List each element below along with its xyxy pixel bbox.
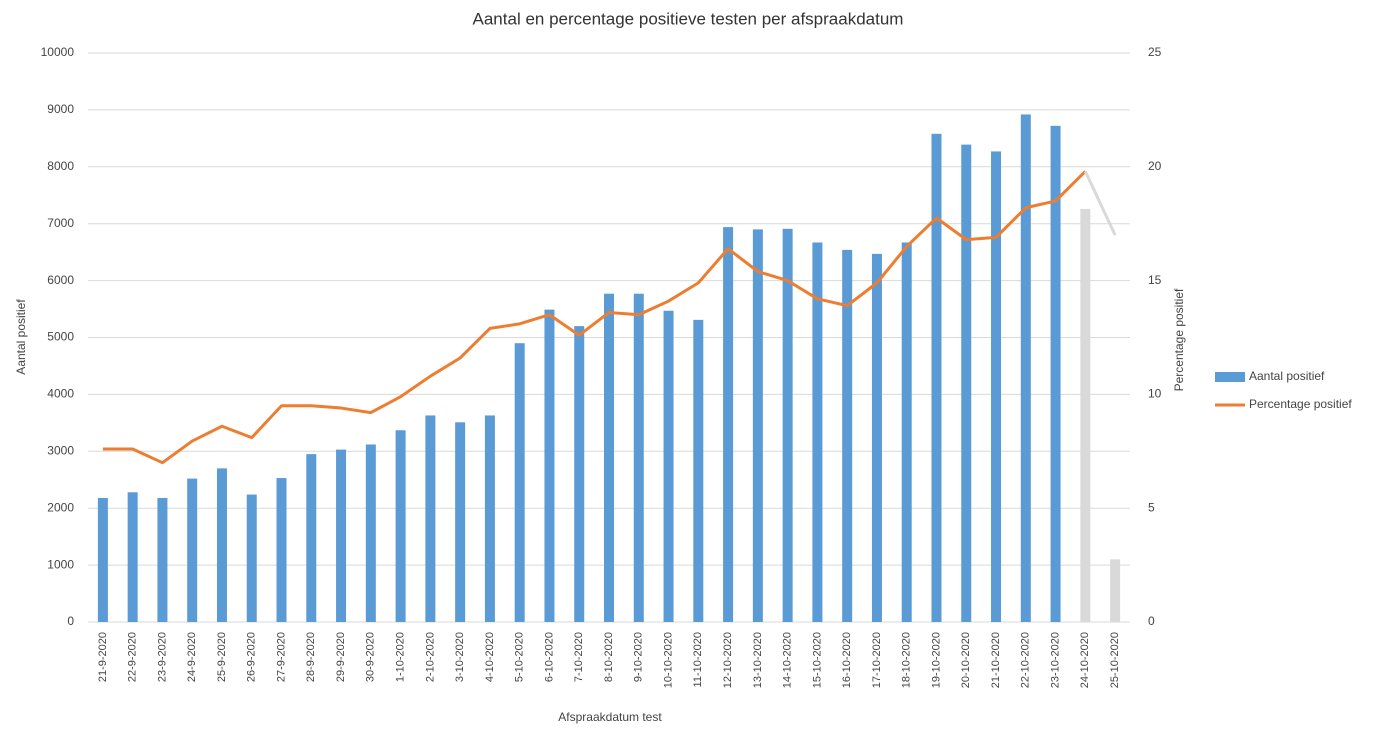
- x-tick-label: 8-10-2020: [603, 632, 615, 682]
- bar: [514, 343, 525, 622]
- x-tick-label: 30-9-2020: [365, 632, 377, 682]
- x-tick-label: 14-10-2020: [782, 632, 794, 688]
- x-tick-label: 4-10-2020: [484, 632, 496, 682]
- bar: [455, 422, 466, 622]
- y2-tick-label: 10: [1148, 387, 1162, 401]
- y-tick-label: 7000: [47, 216, 74, 230]
- legend-swatch: [1215, 372, 1245, 382]
- x-tick-label: 22-10-2020: [1020, 632, 1032, 688]
- x-tick-label: 11-10-2020: [692, 632, 704, 687]
- legend-label: Aantal positief: [1249, 369, 1325, 383]
- bar: [842, 249, 853, 622]
- y-tick-label: 8000: [47, 159, 74, 173]
- y-tick-label: 3000: [47, 443, 74, 457]
- line: [102, 170, 1087, 465]
- x-tick-label: 12-10-2020: [722, 632, 734, 688]
- y2-tick-label: 5: [1148, 500, 1155, 514]
- x-tick-label: 20-10-2020: [960, 632, 972, 688]
- x-tick-label: 17-10-2020: [871, 632, 883, 688]
- y-tick-label: 6000: [47, 273, 74, 287]
- x-tick-label: 15-10-2020: [811, 632, 823, 688]
- x-tick-label: 18-10-2020: [901, 632, 913, 688]
- y-tick-label: 2000: [47, 500, 74, 514]
- y2-axis-label: Percentage positief: [1172, 288, 1186, 391]
- x-tick-label: 28-9-2020: [305, 632, 317, 682]
- x-axis-label: Afspraakdatum test: [558, 710, 662, 724]
- bar: [752, 229, 763, 622]
- x-tick-label: 29-9-2020: [335, 632, 347, 682]
- line: [1083, 170, 1117, 236]
- bar: [693, 319, 704, 622]
- x-tick-label: 9-10-2020: [633, 632, 645, 682]
- y2-tick-label: 20: [1148, 159, 1162, 173]
- y-tick-label: 9000: [47, 102, 74, 116]
- bar: [633, 293, 644, 622]
- x-tick-label: 1-10-2020: [395, 632, 407, 682]
- bar: [425, 415, 436, 622]
- x-tick-label: 19-10-2020: [930, 632, 942, 688]
- x-tick-label: 25-10-2020: [1109, 632, 1121, 688]
- bar: [276, 478, 287, 622]
- bar: [723, 227, 734, 622]
- chart-title: Aantal en percentage positieve testen pe…: [473, 9, 904, 28]
- y-tick-label: 5000: [47, 330, 74, 344]
- bar: [663, 310, 674, 622]
- x-tick-label: 23-9-2020: [156, 632, 168, 682]
- bar: [484, 415, 495, 622]
- bar: [157, 497, 168, 622]
- bar: [216, 468, 227, 622]
- y2-tick-label: 0: [1148, 614, 1155, 628]
- legend-label: Percentage positief: [1249, 397, 1352, 411]
- bar: [544, 309, 555, 622]
- bar: [395, 430, 406, 622]
- bar: [901, 242, 912, 623]
- x-tick-label: 16-10-2020: [841, 632, 853, 688]
- x-tick-label: 7-10-2020: [573, 632, 585, 682]
- x-tick-label: 6-10-2020: [543, 632, 555, 682]
- y2-tick-label: 15: [1148, 273, 1162, 287]
- bar: [187, 478, 198, 622]
- bar: [574, 326, 585, 622]
- x-tick-label: 2-10-2020: [424, 632, 436, 682]
- bar: [604, 293, 614, 622]
- bar: [246, 494, 257, 622]
- y-tick-label: 0: [67, 614, 74, 628]
- x-tick-label: 22-9-2020: [127, 632, 139, 682]
- x-tick-label: 21-10-2020: [990, 632, 1002, 688]
- bar: [97, 497, 108, 622]
- bar: [961, 144, 972, 622]
- bar: [1080, 208, 1091, 622]
- x-tick-label: 21-9-2020: [97, 632, 109, 682]
- x-tick-label: 24-9-2020: [186, 632, 198, 682]
- y2-tick-label: 25: [1148, 45, 1162, 59]
- y-tick-label: 4000: [47, 387, 74, 401]
- bar: [127, 492, 138, 622]
- x-tick-label: 25-9-2020: [216, 632, 228, 682]
- bar: [931, 133, 942, 622]
- y-tick-label: 10000: [41, 45, 75, 59]
- y-tick-label: 1000: [47, 557, 74, 571]
- x-tick-label: 13-10-2020: [752, 632, 764, 688]
- bar: [306, 454, 317, 622]
- x-tick-label: 3-10-2020: [454, 632, 466, 682]
- bar: [991, 151, 1002, 622]
- bar: [1110, 559, 1121, 622]
- y-axis-label: Aantal positief: [14, 299, 28, 375]
- x-tick-label: 23-10-2020: [1049, 632, 1061, 688]
- bar: [365, 444, 376, 622]
- x-tick-label: 10-10-2020: [662, 632, 674, 688]
- x-tick-label: 24-10-2020: [1079, 632, 1091, 688]
- bar: [812, 242, 823, 623]
- bar: [782, 228, 793, 623]
- x-tick-label: 26-9-2020: [246, 632, 258, 682]
- x-tick-label: 5-10-2020: [514, 632, 526, 682]
- x-tick-label: 27-9-2020: [275, 632, 287, 682]
- bar: [336, 449, 347, 622]
- bar: [1020, 114, 1031, 623]
- bar: [1050, 125, 1061, 622]
- bar: [871, 253, 882, 622]
